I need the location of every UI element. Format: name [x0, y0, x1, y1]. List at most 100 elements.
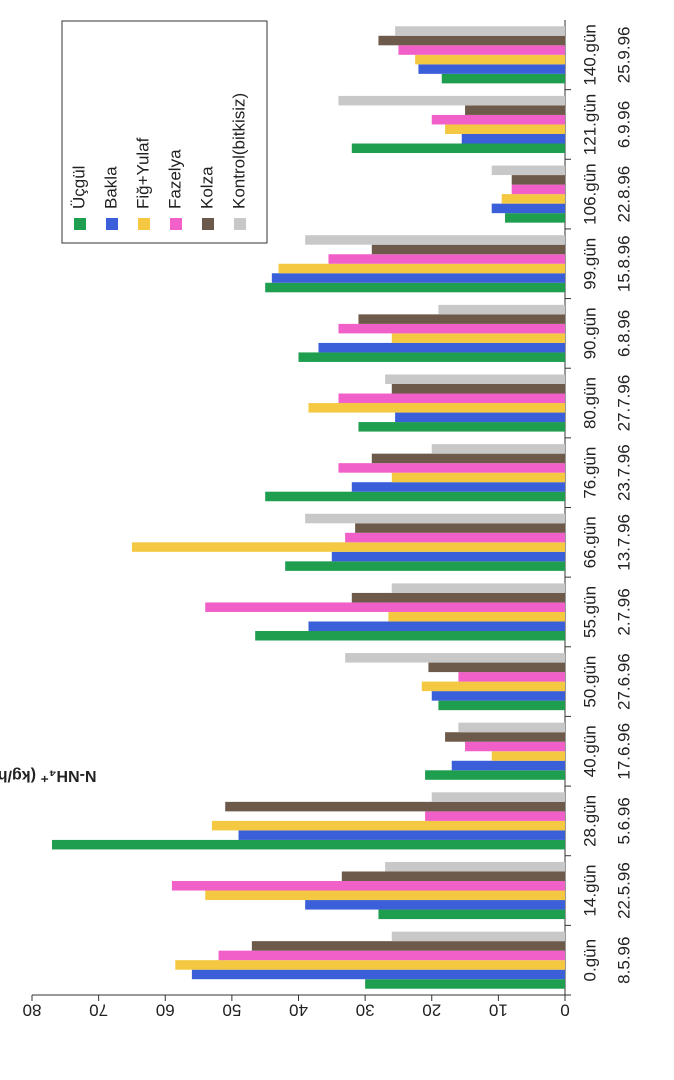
- x-tick-label: 15.8.96: [614, 235, 633, 292]
- bar: [438, 304, 566, 315]
- bar: [391, 333, 565, 343]
- legend-box: [61, 20, 268, 244]
- bar: [501, 194, 565, 204]
- bar: [365, 979, 565, 989]
- y-tick-label: 10: [489, 1001, 508, 1020]
- bar: [338, 463, 565, 473]
- bar: [351, 143, 565, 154]
- x-tick-label: 5.6.96: [614, 797, 633, 844]
- bar: [225, 801, 565, 812]
- bar: [491, 165, 565, 176]
- bar: [391, 472, 565, 483]
- bar: [285, 561, 565, 571]
- bar: [385, 861, 565, 872]
- bar: [298, 352, 565, 362]
- bar: [511, 184, 566, 195]
- bar: [305, 900, 565, 910]
- bar: [351, 482, 565, 492]
- bar: [331, 551, 565, 562]
- x-tick-label: 40.gün: [580, 725, 599, 777]
- bar: [371, 244, 565, 255]
- bar: [385, 374, 565, 384]
- legend-swatch: [138, 218, 150, 230]
- bar: [305, 235, 565, 245]
- x-tick-label: 28.gün: [580, 795, 599, 847]
- bar: [391, 931, 565, 942]
- bar: [211, 820, 565, 831]
- x-tick-label: 8.5.96: [614, 937, 633, 984]
- bar: [205, 602, 565, 612]
- bar: [265, 282, 565, 293]
- x-tick-label: 76.gün: [580, 447, 599, 499]
- bar: [415, 54, 565, 65]
- x-tick-label: 80.gün: [580, 377, 599, 429]
- bar: [378, 35, 566, 46]
- bar: [431, 792, 565, 802]
- legend-label: Fazelya: [165, 149, 184, 209]
- x-tick-label: 2.7.96: [614, 588, 633, 635]
- x-tick-label: 50.gün: [580, 656, 599, 708]
- legend-swatch: [106, 218, 118, 230]
- bar: [131, 542, 565, 552]
- x-tick-label: 6.9.96: [614, 101, 633, 148]
- legend-label: Bakla: [101, 166, 120, 209]
- legend-swatch: [202, 218, 214, 230]
- bar: [395, 26, 566, 36]
- bar: [358, 422, 565, 432]
- bar: [451, 760, 565, 771]
- bar: [341, 871, 565, 882]
- bar: [251, 941, 566, 951]
- bar: [345, 653, 566, 663]
- bar: [191, 969, 565, 980]
- x-tick-label: 25.9.96: [614, 26, 633, 83]
- x-tick-label: 22.5.96: [614, 862, 633, 919]
- bar: [328, 254, 566, 264]
- bar: [438, 700, 566, 711]
- bar: [458, 672, 565, 682]
- bar: [345, 532, 566, 543]
- bar: [431, 114, 565, 125]
- bar: [445, 124, 566, 134]
- bar: [425, 811, 565, 821]
- y-tick-label: 20: [422, 1001, 441, 1020]
- bar: [175, 960, 565, 970]
- bar: [441, 73, 565, 84]
- legend-label: Kolza: [197, 166, 216, 209]
- x-tick-label: 22.8.96: [614, 166, 633, 223]
- bar: [355, 523, 565, 533]
- y-axis-title: N-NH₄⁺ (kg/ha): [0, 767, 96, 784]
- x-tick-label: 23.7.96: [614, 444, 633, 501]
- x-tick-label: 14.gün: [580, 865, 599, 917]
- bar: [238, 830, 565, 840]
- bar: [338, 393, 565, 404]
- bar: [505, 213, 566, 223]
- x-tick-label: 55.gün: [580, 586, 599, 638]
- bar: [318, 342, 565, 353]
- bar: [338, 323, 565, 334]
- rotated-chart: N-NH₄⁺ (kg/ha) 0 10 20 30 40 50 60 70 80 0.gün 8.5…: [0, 20, 633, 1020]
- x-tick-label: 106.gün: [580, 163, 599, 224]
- bar: [445, 732, 566, 742]
- bar: [305, 513, 565, 524]
- bar: [458, 722, 565, 733]
- bar: [378, 909, 566, 920]
- bar: [465, 741, 565, 752]
- bar: [278, 263, 565, 274]
- x-tick-label: 6.8.96: [614, 310, 633, 357]
- x-tick-label: 0.gün: [580, 939, 599, 982]
- bar: [418, 64, 565, 74]
- x-tick-label: 17.6.96: [614, 723, 633, 780]
- x-tick-label: 140.gün: [580, 24, 599, 85]
- bar: [461, 133, 566, 144]
- bar: [338, 95, 565, 106]
- bar: [465, 105, 565, 115]
- y-tick-label: 50: [222, 1001, 241, 1020]
- y-tick-label: 60: [156, 1001, 175, 1020]
- x-tick-label: 66.gün: [580, 516, 599, 568]
- bar: [491, 751, 565, 761]
- legend-swatch: [234, 218, 246, 230]
- bar: [205, 890, 565, 901]
- bar: [351, 592, 565, 603]
- y-tick-label: 0: [560, 1001, 569, 1020]
